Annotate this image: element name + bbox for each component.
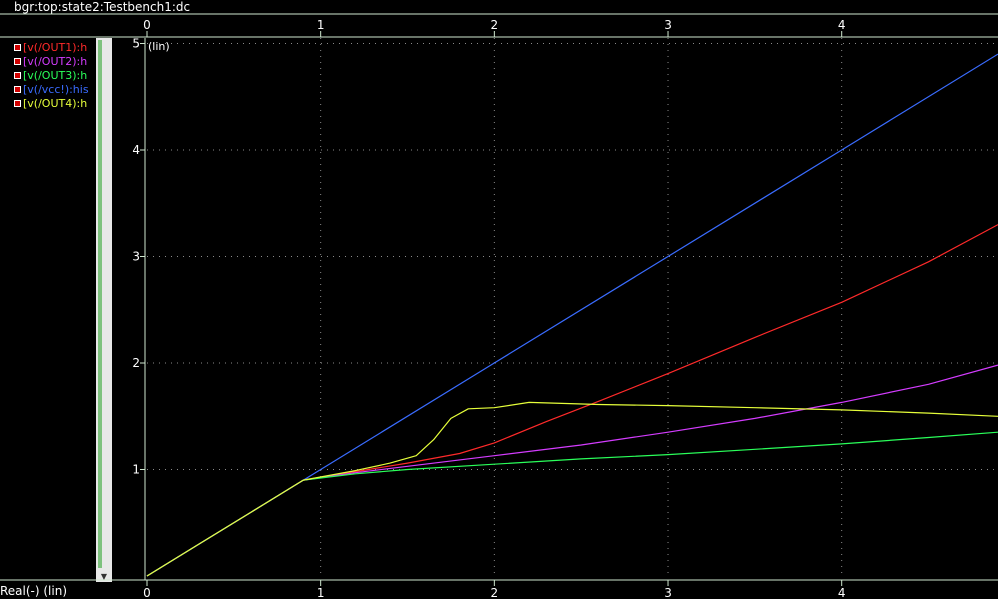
- trace-toggle-icon[interactable]: [14, 85, 21, 93]
- y-tick-label: 5: [132, 37, 140, 51]
- y-tick-label: 2: [132, 356, 140, 370]
- legend-label: [v(/OUT2):h: [23, 54, 88, 68]
- y-tick-label: 4: [132, 143, 140, 157]
- y-tick-label: 3: [132, 250, 140, 264]
- x-tick-label-bottom: 1: [317, 586, 325, 599]
- trace-toggle-icon[interactable]: [14, 43, 21, 51]
- x-axis-label: Real(-) (lin): [0, 584, 68, 598]
- legend-item[interactable]: [v(/OUT4):h: [14, 96, 94, 110]
- window-title: bgr:top:state2:Testbench1:dc: [14, 0, 191, 14]
- y-axis-label: (lin): [148, 40, 170, 53]
- x-tick-label-bottom: 3: [664, 586, 672, 599]
- legend-label: [v(/OUT1):h: [23, 40, 88, 54]
- x-tick-label-top: 1: [317, 18, 325, 32]
- scrollbar-thumb[interactable]: [98, 40, 102, 568]
- trace-toggle-icon[interactable]: [14, 57, 21, 65]
- series-line-vout2[interactable]: [146, 364, 998, 577]
- scroll-down-icon[interactable]: ▼: [100, 572, 108, 581]
- legend-label: [v(/OUT3):h: [23, 68, 88, 82]
- y-tick-label: 1: [132, 463, 140, 477]
- trace-toggle-icon[interactable]: [14, 71, 21, 79]
- x-tick-label-bottom: 0: [143, 586, 151, 599]
- legend-label: [v(/vcc!):his: [23, 82, 89, 96]
- series-line-vout3[interactable]: [146, 431, 998, 577]
- legend-item[interactable]: [v(/OUT3):h: [14, 68, 94, 82]
- x-tick-label-bottom: 2: [491, 586, 499, 599]
- x-tick-label-top: 4: [838, 18, 846, 32]
- series-line-vout4[interactable]: [146, 401, 998, 577]
- x-tick-label-top: 0: [143, 18, 151, 32]
- legend-label: [v(/OUT4):h: [23, 96, 88, 110]
- legend: [v(/OUT1):h [v(/OUT2):h [v(/OUT3):h [v(/vcc…: [14, 40, 94, 110]
- legend-item[interactable]: [v(/vcc!):his: [14, 82, 94, 96]
- trace-toggle-icon[interactable]: [14, 99, 21, 107]
- x-tick-label-bottom: 4: [838, 586, 846, 599]
- x-tick-label-top: 2: [491, 18, 499, 32]
- x-tick-label-top: 3: [664, 18, 672, 32]
- series-line-vout1[interactable]: [146, 224, 998, 577]
- legend-scrollbar[interactable]: ▼: [96, 38, 112, 582]
- legend-item[interactable]: [v(/OUT2):h: [14, 54, 94, 68]
- legend-item[interactable]: [v(/OUT1):h: [14, 40, 94, 54]
